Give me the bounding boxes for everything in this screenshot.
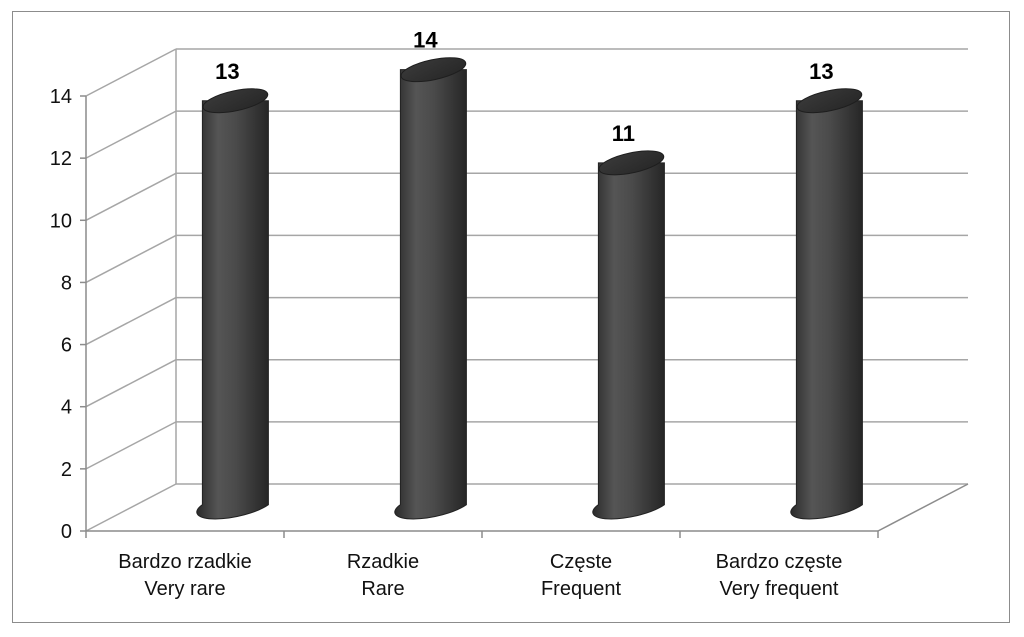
side-gridline [85, 48, 177, 97]
y-tick-label: 14 [50, 86, 72, 108]
x-tick-label-line: Very frequent [720, 578, 839, 600]
x-tick-label: Bardzo częste Very frequent [716, 551, 843, 600]
data-label: 13 [215, 59, 239, 84]
side-gridline [85, 296, 177, 346]
x-tick-label: Częste Frequent [541, 551, 621, 600]
x-tick-label-line: Rare [361, 578, 404, 600]
bar-cylinder [394, 57, 467, 520]
y-tick-label: 2 [61, 459, 72, 481]
bar-body [394, 69, 467, 520]
y-tick-label: 12 [50, 148, 72, 170]
bars [196, 57, 863, 520]
y-tick-label: 4 [61, 397, 72, 419]
data-label: 13 [809, 59, 833, 84]
axes [80, 95, 969, 538]
floor-edge [877, 483, 969, 532]
side-gridline [85, 483, 177, 532]
side-gridline [85, 359, 177, 408]
x-tick-label-line: Bardzo częste [716, 551, 843, 573]
bar-top [400, 57, 467, 83]
labels: 0 2 4 6 8 10 12 14 Bardzo rzadkie Very rare Rzadki… [50, 28, 843, 600]
bar-body [196, 100, 269, 520]
x-tick-label: Rzadkie Rare [347, 551, 419, 600]
side-gridline [85, 421, 177, 470]
y-tick-label: 8 [61, 272, 72, 294]
y-tick-label: 6 [61, 335, 72, 357]
bar-cylinder [196, 88, 269, 520]
x-tick-label-line: Częste [550, 551, 612, 573]
side-gridline [85, 234, 177, 284]
bar-top [202, 88, 269, 114]
bar-body [790, 100, 863, 520]
x-tick-label: Bardzo rzadkie Very rare [118, 551, 251, 600]
x-tick-label-line: Rzadkie [347, 551, 419, 573]
bar-cylinder [592, 150, 665, 520]
y-tick-label: 0 [61, 521, 72, 543]
x-tick-label-line: Frequent [541, 578, 621, 600]
bar-body [592, 162, 665, 520]
y-tick-label: 10 [50, 210, 72, 232]
bar-top [796, 88, 863, 114]
data-label: 11 [612, 121, 635, 146]
side-gridline [85, 172, 177, 221]
side-gridline [85, 110, 177, 159]
bar-cylinder [790, 88, 863, 520]
x-tick-label-line: Very rare [144, 578, 225, 600]
bar-top [598, 150, 665, 176]
data-label: 14 [413, 28, 438, 53]
x-tick-label-line: Bardzo rzadkie [118, 551, 251, 573]
